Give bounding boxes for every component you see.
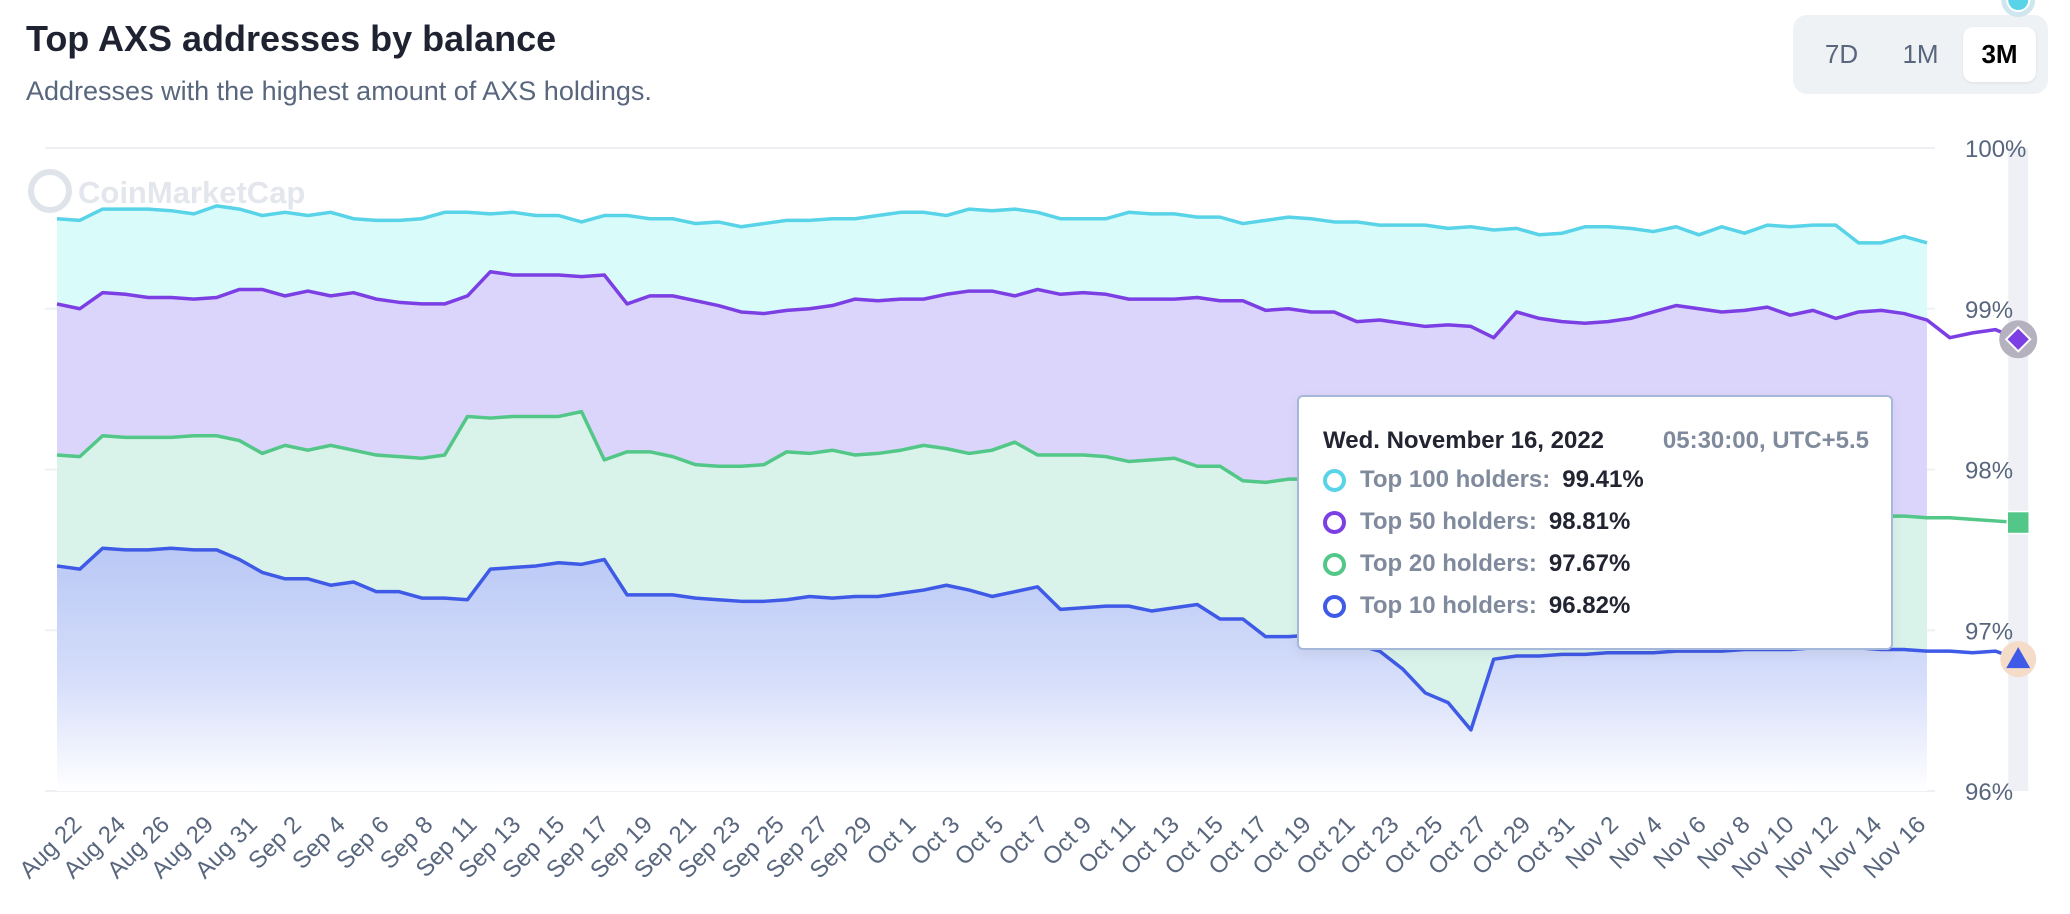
series-lines [56, 204, 2019, 732]
x-tick-label: Oct 3 [906, 811, 966, 871]
tooltip-value: 97.67% [1548, 550, 1631, 577]
y-axis-ticks: 96% 97% 98% 99% 100% [1965, 136, 2026, 806]
area-top-20-holders [57, 411, 1927, 730]
tooltip-row-top10: Top 10 holders: 96.82% [1323, 590, 1630, 622]
y-tick-label: 96% [1965, 779, 2013, 806]
line-top-50-holders [56, 270, 2019, 341]
area-top-100-holders [57, 205, 1927, 338]
top10-legend-dot-icon [1323, 594, 1346, 618]
tooltip-label: Top 20 holders: [1360, 550, 1537, 577]
top100-legend-dot-icon [1323, 468, 1346, 492]
top50-legend-dot-icon [1323, 510, 1346, 534]
tooltip-row-top20: Top 20 holders: 97.67% [1323, 548, 1630, 580]
tooltip-row-top50: Top 50 holders: 98.81% [1323, 506, 1630, 538]
top100-marker-circle [2006, 0, 2031, 12]
top20-legend-dot-icon [1323, 552, 1346, 576]
tooltip-time: 05:30:00, UTC+5.5 [1662, 427, 1869, 454]
top50-marker-diamond [2004, 325, 2032, 353]
x-tick-label: Oct 7 [993, 811, 1053, 871]
hover-markers [1999, 0, 2038, 678]
y-tick-label: 99% [1965, 297, 2013, 324]
area-top-10-holders [57, 548, 1927, 791]
tooltip-value: 96.82% [1548, 592, 1631, 619]
top10-marker-triangle [2006, 647, 2031, 669]
line-top-100-holders [56, 204, 1928, 245]
top20-marker-square [2006, 510, 2030, 535]
x-tick-label: Oct 5 [950, 811, 1010, 871]
tooltip-label: Top 100 holders: [1360, 466, 1551, 493]
tooltip-label: Top 10 holders: [1360, 592, 1537, 619]
y-tick-label: 97% [1965, 618, 2013, 645]
x-tick-label: Oct 1 [862, 811, 922, 871]
tooltip-date: Wed. November 16, 2022 [1323, 427, 1605, 454]
watermark-text: CoinMarketCap [78, 175, 305, 210]
range-1m-button[interactable]: 1M [1884, 27, 1957, 82]
range-7d-button[interactable]: 7D [1805, 27, 1878, 82]
tooltip-value: 98.81% [1548, 508, 1631, 535]
hover-tooltip: Wed. November 16, 2022 05:30:00, UTC+5.5… [1297, 395, 1893, 650]
range-3m-button[interactable]: 3M [1963, 27, 2036, 82]
hover-highlight-band [2008, 148, 2029, 791]
y-tick-label: 98% [1965, 458, 2013, 485]
page-subtitle: Addresses with the highest amount of AXS… [26, 76, 652, 106]
page-title: Top AXS addresses by balance [26, 18, 557, 59]
tooltip-value: 99.41% [1562, 466, 1644, 493]
coinmarketcap-watermark: CoinMarketCap [28, 169, 305, 213]
time-range-selector: 7D 1M 3M [1793, 15, 2048, 94]
tooltip-label: Top 50 holders: [1360, 508, 1537, 535]
line-top-10-holders [56, 546, 2019, 732]
coinmarketcap-logo-icon [28, 169, 72, 213]
tooltip-row-top100: Top 100 holders: 99.41% [1323, 464, 1644, 496]
y-tick-label: 100% [1965, 136, 2026, 163]
